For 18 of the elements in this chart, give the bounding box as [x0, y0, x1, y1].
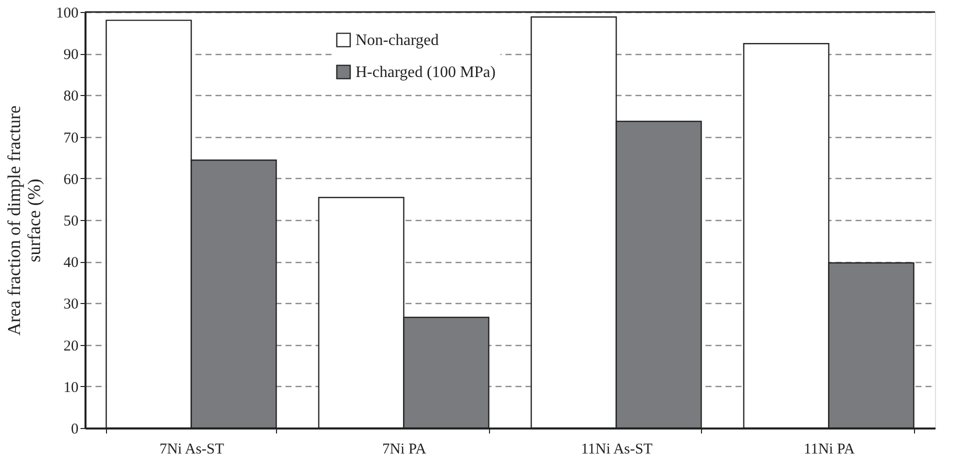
- y-tick-label: 50: [64, 214, 78, 230]
- x-tick-label: 7Ni PA: [382, 442, 426, 458]
- y-tick-label: 60: [64, 172, 78, 188]
- y-tick-label: 80: [64, 88, 78, 105]
- y-tick-label: 0: [71, 422, 78, 438]
- y-tick-label: 40: [64, 255, 78, 272]
- y-axis-title: Area fraction of dimple fracture surface (%): [4, 106, 44, 336]
- x-tick-label: 7Ni As-ST: [159, 442, 224, 458]
- x-tick-label: 11Ni PA: [804, 442, 855, 458]
- y-tick-label: 100: [56, 6, 78, 22]
- y-tick-label: 20: [64, 338, 78, 354]
- y-tick-label: 30: [64, 296, 78, 313]
- x-tick-label: 11Ni As-ST: [580, 442, 653, 458]
- y-tick-label: 70: [64, 130, 78, 146]
- y-tick-label: 90: [64, 47, 78, 64]
- legend-label: H-charged (100 MPa): [356, 64, 496, 81]
- legend-label: Non-charged: [356, 32, 439, 49]
- y-tick-label: 10: [64, 380, 78, 396]
